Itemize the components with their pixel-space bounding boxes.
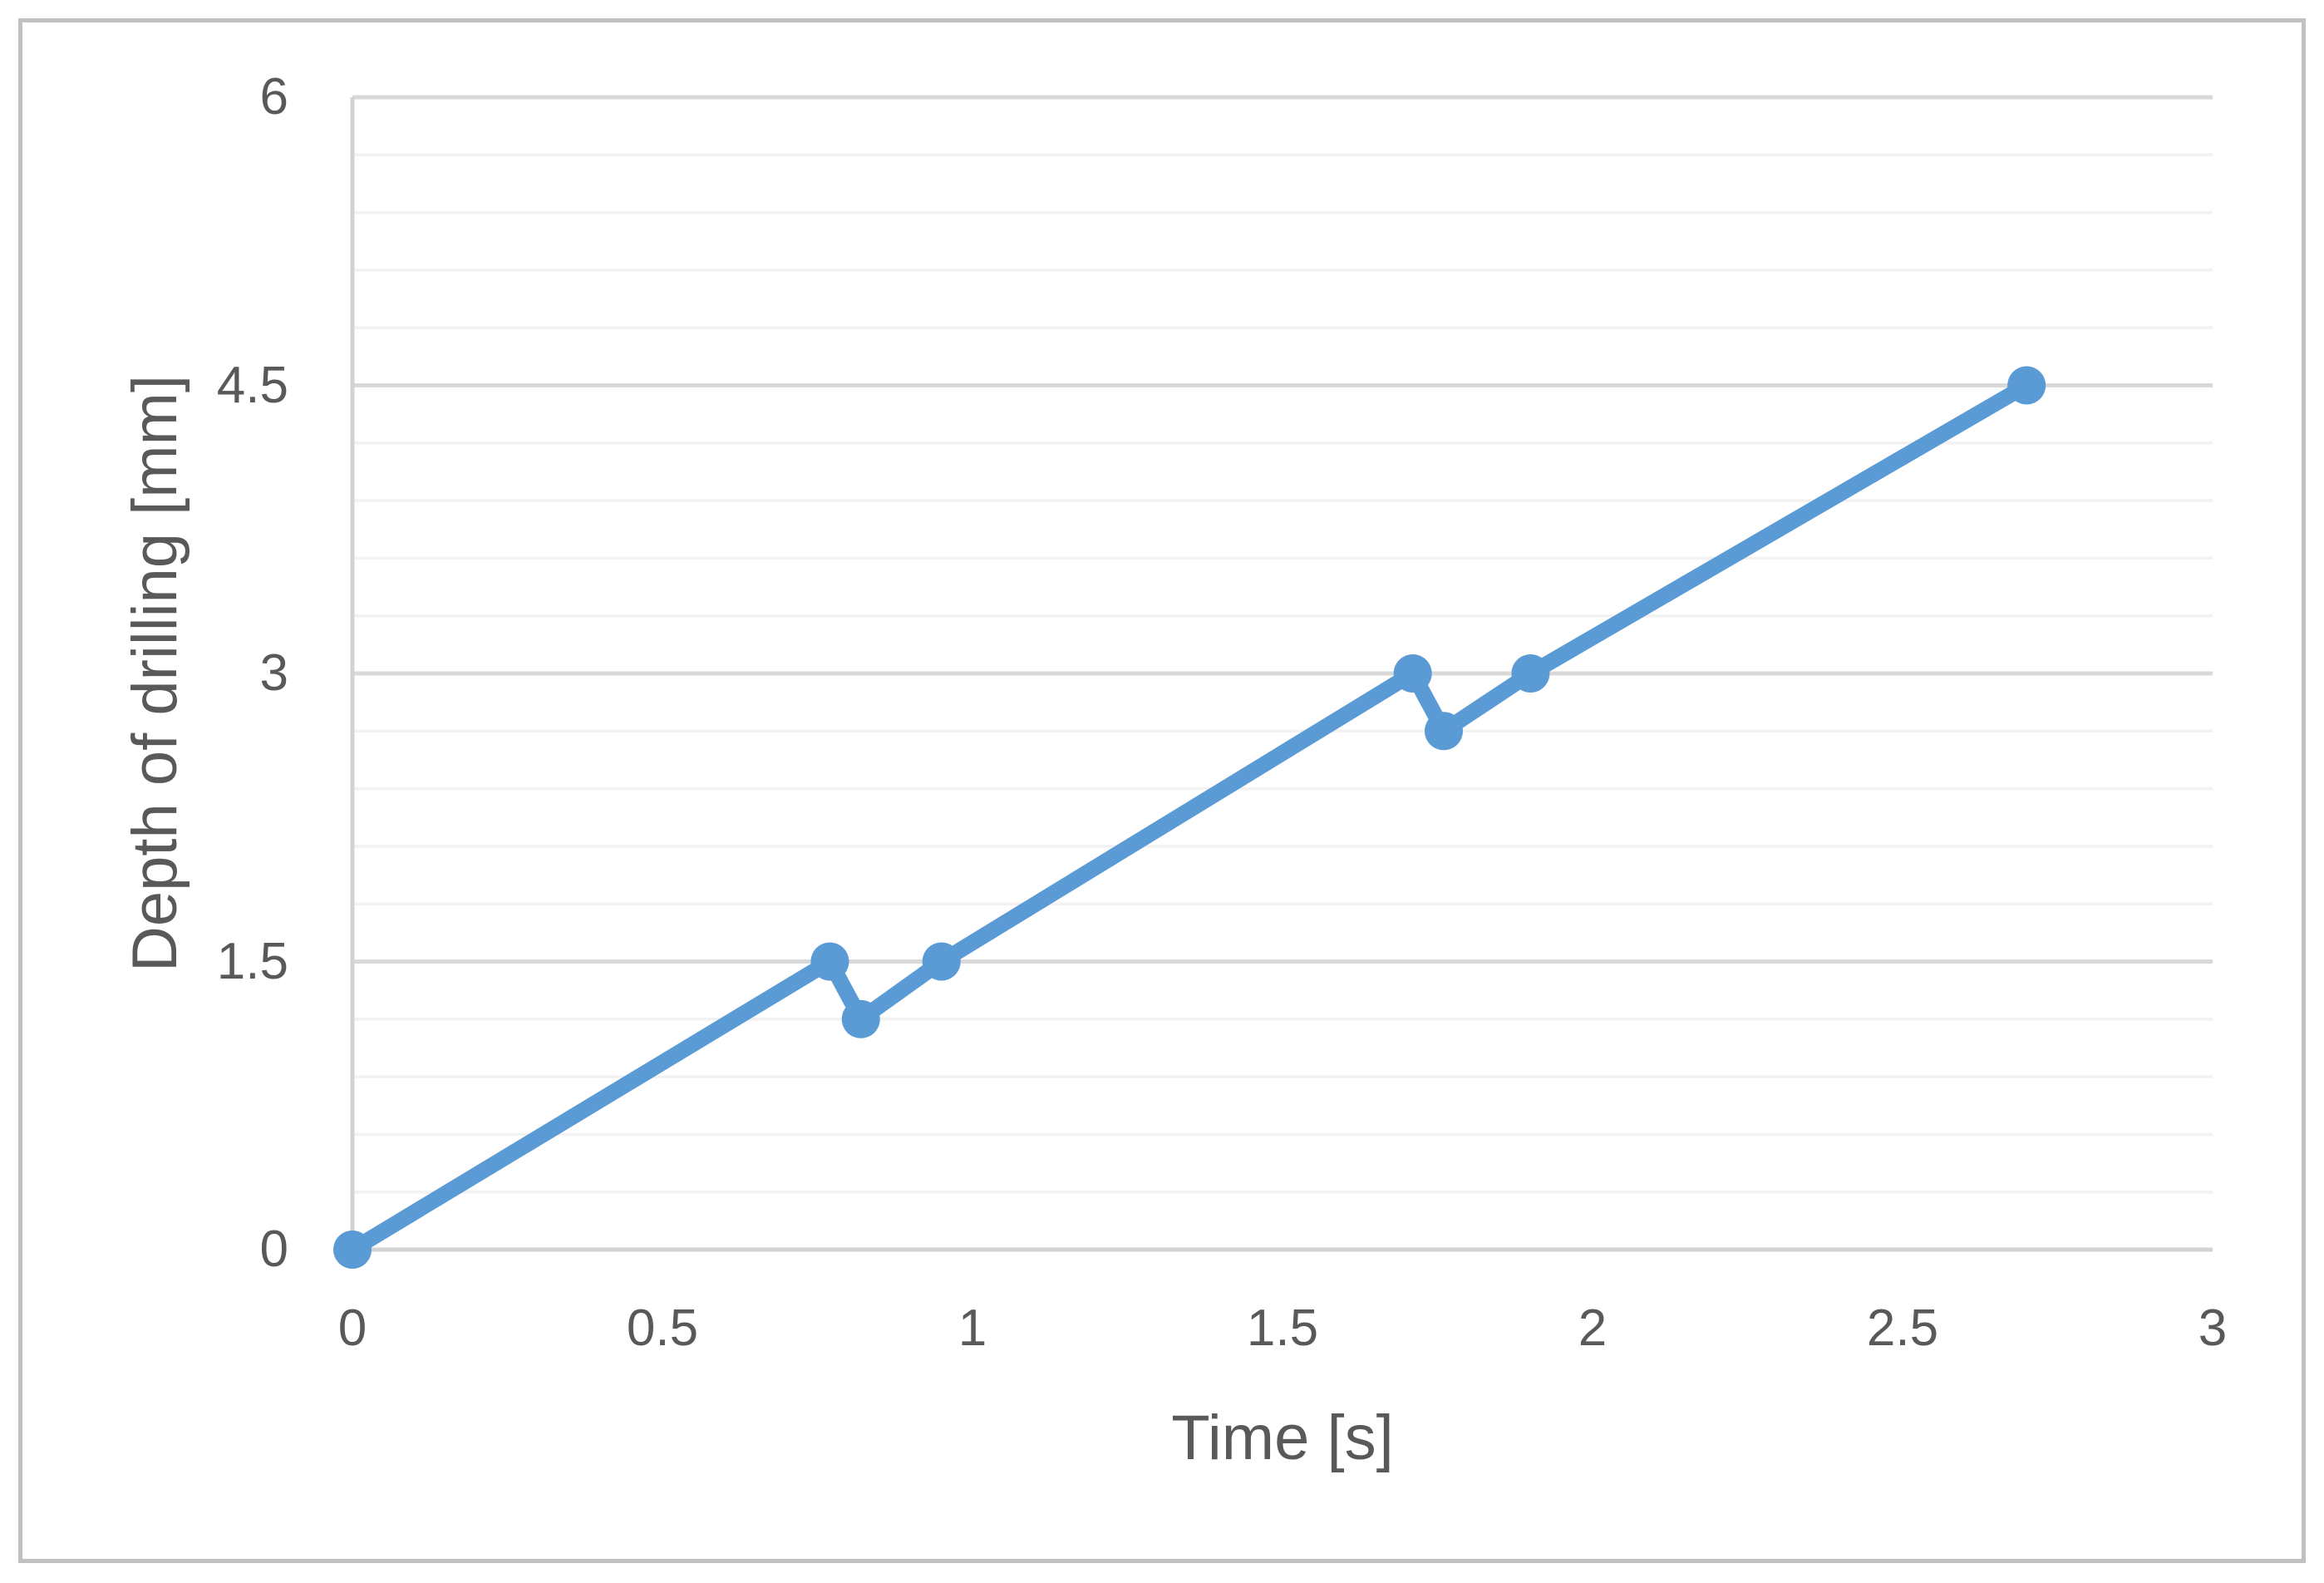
data-point-marker xyxy=(1393,654,1432,693)
y-tick-label: 0 xyxy=(259,1221,288,1278)
x-tick-label: 1.5 xyxy=(1246,1299,1319,1357)
chart-border xyxy=(18,18,2306,1563)
x-tick-label: 3 xyxy=(2198,1299,2228,1357)
data-point-marker xyxy=(333,1230,372,1269)
y-tick-label: 4.5 xyxy=(216,356,288,414)
y-axis-title: Depth of drilling [mm] xyxy=(120,374,190,973)
y-tick-label: 3 xyxy=(259,644,288,702)
y-tick-label: 6 xyxy=(259,68,288,126)
x-tick-label: 2 xyxy=(1578,1299,1608,1357)
data-point-marker xyxy=(841,999,880,1038)
series-line xyxy=(344,377,2035,1258)
x-tick-label: 2.5 xyxy=(1866,1299,1939,1357)
x-tick-label: 1 xyxy=(958,1299,987,1357)
data-point-marker xyxy=(922,942,961,981)
data-point-marker xyxy=(1511,654,1550,693)
data-point-marker xyxy=(810,942,849,981)
data-point-marker xyxy=(2007,366,2046,405)
x-tick-label: 0.5 xyxy=(626,1299,699,1357)
x-axis-title: Time [s] xyxy=(1171,1403,1394,1473)
y-tick-label: 1.5 xyxy=(216,932,288,990)
data-point-marker xyxy=(1424,712,1463,751)
x-tick-label: 0 xyxy=(337,1299,367,1357)
